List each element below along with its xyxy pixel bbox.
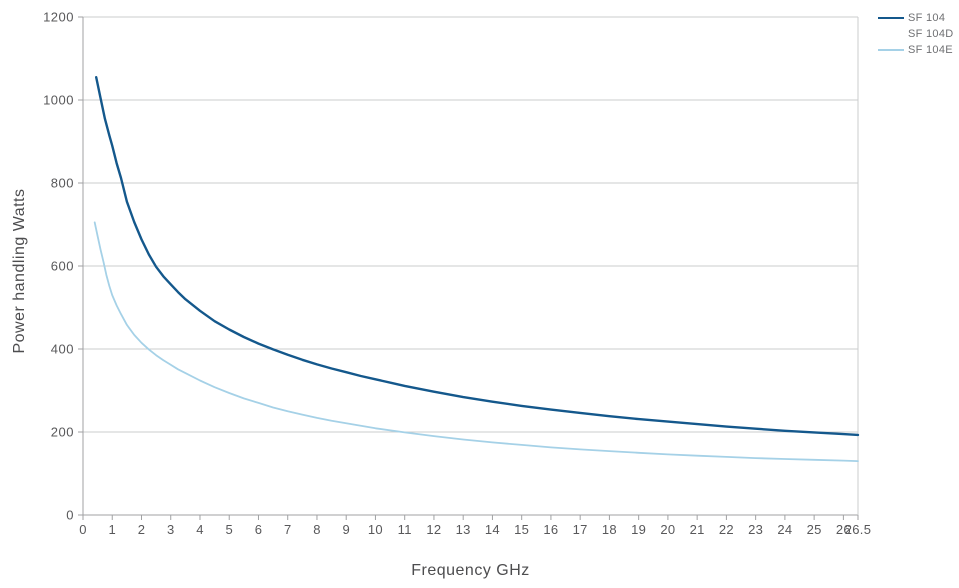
x-tick-label-7: 7 — [284, 522, 292, 537]
x-tick-label-11: 11 — [398, 522, 412, 537]
legend-item-sf-104e: SF 104E — [878, 42, 954, 58]
x-tick-label-15: 15 — [514, 522, 529, 537]
x-tick-label-26: 26 — [836, 522, 851, 537]
legend-item-sf-104: SF 104 — [878, 10, 954, 26]
x-tick-label-13: 13 — [456, 522, 471, 537]
legend-line-swatch-sf-104d — [878, 33, 904, 35]
x-tick-label-21: 21 — [690, 522, 705, 537]
y-tick-label-1000: 1000 — [43, 93, 74, 108]
x-tick-label-3: 3 — [167, 522, 175, 537]
series-curve-sf-104e — [93, 221, 859, 462]
y-tick-label-400: 400 — [51, 342, 74, 357]
x-tick-label-19: 19 — [631, 522, 646, 537]
x-tick-label-24: 24 — [777, 522, 792, 537]
legend-line-swatch-sf-104e — [878, 49, 904, 51]
x-tick-label-23: 23 — [748, 522, 763, 537]
y-tick-label-1200: 1200 — [43, 10, 74, 25]
y-tick-label-800: 800 — [51, 176, 74, 191]
legend-label: SF 104 — [908, 12, 946, 24]
y-axis-title: Power handling Watts — [11, 188, 28, 354]
legend-item-sf-104d: SF 104D — [878, 26, 954, 42]
x-tick-label-12: 12 — [426, 522, 441, 537]
x-tick-label-18: 18 — [602, 522, 617, 537]
x-tick-label-0: 0 — [79, 522, 87, 537]
y-tick-label-600: 600 — [51, 259, 74, 274]
x-tick-label-6: 6 — [255, 522, 263, 537]
x-tick-label-26.5: 26.5 — [845, 522, 872, 537]
x-tick-label-16: 16 — [543, 522, 558, 537]
x-tick-label-10: 10 — [368, 522, 383, 537]
x-tick-label-8: 8 — [313, 522, 321, 537]
x-tick-label-14: 14 — [485, 522, 500, 537]
x-tick-label-1: 1 — [108, 522, 116, 537]
y-tick-label-0: 0 — [66, 508, 74, 523]
x-tick-label-5: 5 — [225, 522, 233, 537]
x-tick-label-4: 4 — [196, 522, 204, 537]
legend-line-swatch-sf-104 — [878, 17, 904, 19]
x-tick-label-17: 17 — [573, 522, 588, 537]
x-tick-label-9: 9 — [342, 522, 350, 537]
legend-label: SF 104E — [908, 44, 953, 56]
x-tick-label-25: 25 — [807, 522, 822, 537]
x-tick-label-22: 22 — [719, 522, 734, 537]
legend-label: SF 104D — [908, 28, 954, 40]
x-axis-title: Frequency GHz — [411, 562, 530, 579]
chart-legend: SF 104 SF 104D SF 104E — [878, 10, 954, 58]
series-curve-sf-104 — [95, 76, 860, 437]
x-tick-label-2: 2 — [138, 522, 146, 537]
x-tick-label-20: 20 — [660, 522, 675, 537]
y-tick-label-200: 200 — [51, 425, 74, 440]
